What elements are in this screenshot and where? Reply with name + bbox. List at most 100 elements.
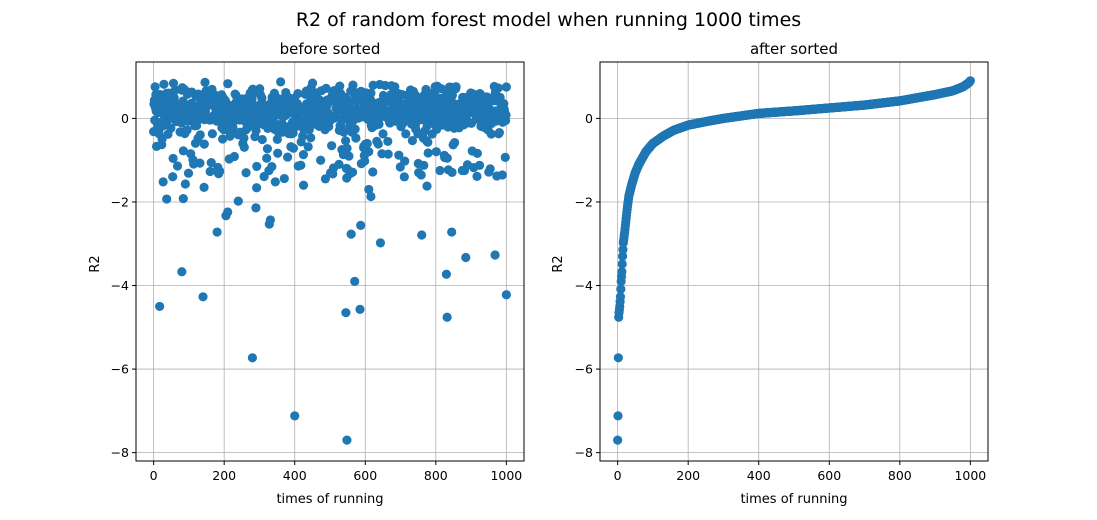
- data-point: [407, 135, 418, 146]
- data-point: [615, 292, 626, 302]
- x-tick-label: 800: [888, 468, 912, 483]
- data-point: [472, 148, 482, 159]
- data-point: [239, 142, 249, 152]
- x-tick-label: 400: [283, 468, 307, 483]
- y-tick-label: −4: [111, 278, 129, 293]
- data-point-outlier: [375, 238, 386, 248]
- data-point: [419, 160, 429, 170]
- data-point: [374, 119, 384, 129]
- data-point: [298, 150, 308, 160]
- data-point: [327, 141, 337, 151]
- data-point: [616, 284, 626, 294]
- y-tick-label: −6: [575, 362, 593, 377]
- y-tick-label: −8: [111, 445, 129, 460]
- data-point: [206, 157, 216, 168]
- data-point: [252, 161, 262, 172]
- data-point-outlier: [350, 276, 360, 286]
- data-point-outlier: [162, 194, 172, 204]
- x-tick-label: 600: [353, 468, 377, 483]
- data-point: [366, 88, 376, 98]
- data-point-outlier: [199, 182, 209, 192]
- y-tick-label: −8: [575, 445, 593, 460]
- data-point: [304, 125, 314, 135]
- data-point-outlier: [198, 292, 208, 302]
- data-point: [378, 129, 388, 139]
- data-point: [229, 151, 239, 162]
- data-point: [288, 143, 299, 153]
- data-point: [360, 156, 370, 166]
- data-point: [617, 251, 628, 261]
- axes-frame: [599, 61, 989, 462]
- data-point-outlier: [180, 179, 190, 189]
- data-point-outlier: [346, 229, 356, 239]
- data-point-outlier: [447, 227, 457, 237]
- data-point: [334, 159, 344, 169]
- data-point: [340, 136, 351, 146]
- x-tick-label: 800: [424, 468, 448, 483]
- data-point-outlier: [233, 196, 243, 206]
- data-point: [335, 81, 345, 91]
- data-point: [215, 166, 225, 176]
- data-point: [497, 170, 507, 180]
- data-point: [207, 129, 217, 139]
- data-point: [423, 148, 433, 158]
- data-point: [195, 130, 205, 140]
- data-point: [351, 133, 361, 143]
- data-point: [618, 244, 628, 255]
- data-point-outlier: [270, 177, 280, 187]
- data-point: [373, 139, 383, 149]
- y-tick-label: 0: [121, 111, 129, 126]
- data-point-outlier: [356, 220, 366, 230]
- x-tick-label: 600: [817, 468, 841, 483]
- data-point: [205, 166, 215, 177]
- data-point: [493, 83, 503, 93]
- data-point: [267, 161, 277, 172]
- data-point: [500, 152, 510, 162]
- data-point: [394, 150, 404, 160]
- data-point-outlier: [355, 304, 365, 314]
- data-point: [486, 129, 496, 139]
- data-point: [399, 172, 409, 182]
- y-axis-label-before-sorted: R2: [88, 255, 103, 272]
- data-point: [159, 79, 169, 89]
- data-point: [485, 164, 495, 174]
- data-point: [316, 155, 326, 165]
- data-point: [350, 124, 360, 134]
- data-point-outlier: [158, 177, 168, 187]
- data-point: [168, 153, 178, 164]
- data-point: [447, 167, 457, 177]
- x-axis-label-before-sorted: times of running: [276, 492, 383, 507]
- data-point: [400, 156, 410, 166]
- data-point-outlier: [251, 203, 261, 213]
- x-tick-label: 1000: [954, 468, 986, 483]
- y-tick-label: −2: [111, 194, 129, 209]
- x-tick-label: 200: [676, 468, 700, 483]
- data-point: [494, 127, 504, 138]
- data-point: [183, 168, 194, 178]
- data-point-outlier: [298, 180, 309, 190]
- data-point: [293, 88, 303, 99]
- data-point-outlier: [223, 207, 233, 217]
- y-axis-label-after-sorted: R2: [551, 255, 566, 272]
- data-point: [321, 83, 331, 93]
- data-point: [262, 144, 273, 154]
- data-point: [431, 147, 441, 157]
- data-point: [423, 137, 433, 147]
- subplot-title-before-sorted: before sorted: [280, 40, 381, 58]
- data-point: [451, 82, 461, 92]
- data-point: [283, 152, 293, 162]
- data-point: [273, 148, 283, 158]
- data-point: [501, 110, 511, 120]
- data-point-outlier: [247, 353, 257, 363]
- data-point: [472, 171, 482, 182]
- data-point: [182, 125, 192, 135]
- data-point-outlier: [265, 215, 275, 225]
- data-point: [320, 174, 331, 184]
- data-point: [342, 143, 352, 153]
- data-point: [617, 259, 627, 269]
- data-point: [200, 77, 210, 88]
- data-point: [276, 77, 286, 87]
- data-point: [306, 133, 316, 143]
- data-point: [347, 167, 358, 177]
